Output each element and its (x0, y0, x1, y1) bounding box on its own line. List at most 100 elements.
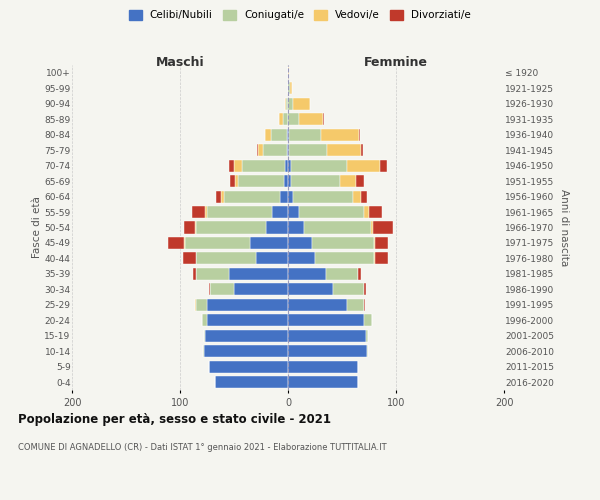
Bar (224, 190, 280, 202)
Bar (215, 190, 221, 202)
Bar (207, 299, 288, 311)
Bar (293, 98, 310, 110)
Bar (195, 222, 196, 234)
Bar (207, 206, 272, 218)
Text: COMUNE DI AGNADELLO (CR) - Dati ISTAT 1° gennaio 2021 - Elaborazione TUTTITALIA.: COMUNE DI AGNADELLO (CR) - Dati ISTAT 1°… (18, 442, 386, 452)
Bar (327, 144, 361, 156)
Bar (290, 82, 292, 94)
Bar (374, 237, 376, 249)
Bar (202, 314, 207, 326)
Bar (205, 206, 207, 218)
Text: Popolazione per età, sesso e stato civile - 2021: Popolazione per età, sesso e stato civil… (18, 412, 331, 426)
Bar (356, 175, 364, 187)
Bar (366, 330, 368, 342)
Bar (288, 206, 299, 218)
Bar (334, 284, 364, 296)
Text: Maschi: Maschi (155, 56, 205, 69)
Bar (364, 284, 366, 296)
Bar (265, 128, 271, 140)
Bar (209, 361, 288, 373)
Bar (288, 376, 358, 388)
Bar (184, 237, 185, 249)
Bar (257, 144, 258, 156)
Bar (359, 128, 361, 140)
Bar (283, 113, 288, 125)
Bar (291, 175, 340, 187)
Bar (207, 314, 288, 326)
Bar (288, 144, 289, 156)
Bar (271, 128, 287, 140)
Y-axis label: Anni di nascita: Anni di nascita (559, 189, 569, 266)
Bar (369, 206, 382, 218)
Bar (242, 160, 285, 172)
Bar (288, 299, 347, 311)
Bar (312, 237, 374, 249)
Bar (258, 144, 263, 156)
Bar (168, 237, 184, 249)
Bar (288, 361, 358, 373)
Bar (266, 222, 288, 234)
Bar (288, 314, 364, 326)
Bar (185, 237, 250, 249)
Bar (238, 175, 284, 187)
Bar (299, 206, 364, 218)
Bar (209, 284, 210, 296)
Bar (184, 222, 195, 234)
Bar (256, 252, 288, 264)
Bar (364, 206, 369, 218)
Bar (288, 98, 293, 110)
Bar (376, 237, 388, 249)
Bar (288, 128, 289, 140)
Bar (286, 98, 288, 110)
Bar (347, 299, 364, 311)
Bar (272, 206, 288, 218)
Bar (196, 252, 256, 264)
Bar (192, 206, 205, 218)
Bar (322, 128, 359, 140)
Bar (361, 144, 362, 156)
Bar (340, 175, 356, 187)
Bar (291, 160, 347, 172)
Bar (196, 268, 229, 280)
Bar (263, 144, 287, 156)
Bar (250, 237, 288, 249)
Bar (210, 284, 234, 296)
Bar (288, 160, 291, 172)
Bar (326, 268, 358, 280)
Bar (376, 252, 388, 264)
Y-axis label: Fasce di età: Fasce di età (32, 196, 41, 258)
Bar (183, 252, 196, 264)
Bar (280, 113, 283, 125)
Bar (287, 128, 288, 140)
Bar (203, 346, 204, 358)
Bar (288, 252, 315, 264)
Bar (285, 98, 286, 110)
Bar (288, 268, 326, 280)
Bar (284, 175, 288, 187)
Bar (234, 160, 242, 172)
Bar (196, 222, 266, 234)
Bar (367, 346, 368, 358)
Bar (374, 252, 376, 264)
Bar (229, 268, 288, 280)
Bar (299, 113, 323, 125)
Bar (288, 190, 293, 202)
Bar (358, 268, 361, 280)
Bar (288, 237, 312, 249)
Bar (371, 222, 373, 234)
Bar (230, 175, 235, 187)
Bar (196, 299, 207, 311)
Bar (288, 175, 291, 187)
Bar (288, 346, 367, 358)
Bar (287, 144, 288, 156)
Bar (235, 175, 238, 187)
Bar (289, 144, 327, 156)
Bar (288, 330, 366, 342)
Bar (289, 128, 322, 140)
Bar (288, 284, 334, 296)
Bar (285, 160, 288, 172)
Bar (353, 190, 361, 202)
Bar (280, 190, 288, 202)
Legend: Celibi/Nubili, Coniugati/e, Vedovi/e, Divorziati/e: Celibi/Nubili, Coniugati/e, Vedovi/e, Di… (129, 10, 471, 20)
Bar (288, 82, 290, 94)
